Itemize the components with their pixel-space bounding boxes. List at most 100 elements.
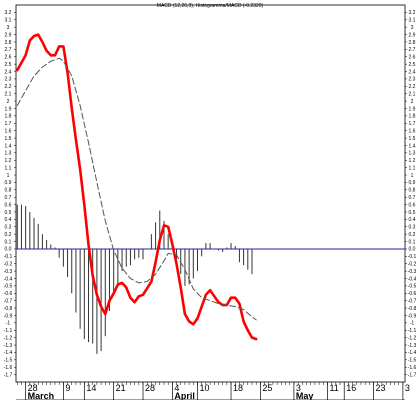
y-tick-label-left: 1.2 xyxy=(5,158,12,164)
y-tick-label-left: 0.1 xyxy=(5,239,12,245)
y-tick-label-right: -1.6 xyxy=(408,365,417,371)
y-tick-label-left: -0.4 xyxy=(4,276,13,282)
y-tick-label-left: -0.7 xyxy=(4,298,13,304)
y-tick-label-right: 1.2 xyxy=(409,158,416,164)
y-tick-label-right: 1.8 xyxy=(409,114,416,120)
y-tick-label-left: 0.9 xyxy=(5,180,12,186)
y-tick-label-right: 0.9 xyxy=(409,180,416,186)
y-tick-label-right: 1.7 xyxy=(409,121,416,127)
y-tick-label-right: 0.3 xyxy=(409,225,416,231)
y-tick-label-right: 1.5 xyxy=(409,136,416,142)
y-tick-label-left: 2.8 xyxy=(5,40,12,46)
y-tick-label-right: 2.6 xyxy=(409,55,416,61)
x-tick-label: 18 xyxy=(233,383,243,393)
y-tick-label-right: 1.1 xyxy=(409,165,416,171)
x-tick-label: 3 xyxy=(296,383,301,393)
y-tick-label-right: -1.4 xyxy=(408,350,417,356)
x-month-label: March xyxy=(28,391,55,400)
y-tick-label-right: 0.4 xyxy=(409,217,416,223)
y-tick-label-left: 0.5 xyxy=(5,210,12,216)
y-tick-label-left: 1.1 xyxy=(5,165,12,171)
x-tick-label: 9 xyxy=(65,383,70,393)
y-tick-label-right: 0.7 xyxy=(409,195,416,201)
y-tick-label-right: -0.9 xyxy=(408,313,417,319)
x-tick-label: 25 xyxy=(262,383,272,393)
y-tick-label-right: 1.6 xyxy=(409,128,416,134)
y-tick-label-left: 0.6 xyxy=(5,202,12,208)
x-tick-label: 23 xyxy=(376,383,386,393)
y-tick-label-left: 3 xyxy=(7,25,10,31)
y-tick-label-left: -1.1 xyxy=(4,328,13,334)
y-tick-label-left: 1.3 xyxy=(5,151,12,157)
plot-border xyxy=(15,4,406,383)
y-tick-label-left: 2.6 xyxy=(5,55,12,61)
y-tick-label-left: 1.6 xyxy=(5,128,12,134)
y-tick-label-right: -1.7 xyxy=(408,372,417,378)
signal-line xyxy=(16,57,257,321)
x-tick-label: 16 xyxy=(346,383,356,393)
macd-line xyxy=(15,33,258,341)
y-tick-label-left: 2.3 xyxy=(5,77,12,83)
x-tick-label: 10 xyxy=(200,383,210,393)
y-tick-label-right: 1.4 xyxy=(409,143,416,149)
y-tick-label-right: 0.6 xyxy=(409,202,416,208)
y-tick-label-left: 1.5 xyxy=(5,136,12,142)
y-tick-label-left: 2.1 xyxy=(5,92,12,98)
y-tick-label-right: -0.7 xyxy=(408,298,417,304)
y-tick-label-left: 1.8 xyxy=(5,114,12,120)
y-tick-label-right: 2.7 xyxy=(409,47,416,53)
y-tick-label-right: -1.2 xyxy=(408,335,417,341)
y-tick-label-left: 0.2 xyxy=(5,232,12,238)
x-tick-label: 11 xyxy=(329,383,338,393)
y-tick-label-left: 1.7 xyxy=(5,121,12,127)
y-tick-label-left: -0.5 xyxy=(4,284,13,290)
y-tick-label-right: 2.9 xyxy=(409,32,416,38)
chart-title: MACD (12,26,9), Histogramma/MACD (-0.232… xyxy=(157,3,264,9)
y-tick-label-left: 2.2 xyxy=(5,84,12,90)
series-lines xyxy=(15,33,258,341)
y-tick-label-left: -0.6 xyxy=(4,291,13,297)
y-tick-label-right: 2.5 xyxy=(409,62,416,68)
y-tick-label-left: 2.9 xyxy=(5,32,12,38)
y-tick-label-right: 0.8 xyxy=(409,188,416,194)
y-tick-label-left: -1.7 xyxy=(4,372,13,378)
x-tick-label: 14 xyxy=(86,383,96,393)
x-tick-label: 28 xyxy=(145,383,155,393)
y-tick-label-left: 0.7 xyxy=(5,195,12,201)
x-month-label: April xyxy=(174,391,195,400)
y-tick-label-right: 0.0 xyxy=(409,247,416,253)
x-tick-label: 21 xyxy=(116,383,126,393)
y-tick-label-left: -0.8 xyxy=(4,306,13,312)
y-tick-label-right: -0.8 xyxy=(408,306,417,312)
y-tick-label-left: 3.2 xyxy=(5,10,12,16)
y-tick-label-right: -0.2 xyxy=(408,262,417,268)
y-tick-label-right: -1.3 xyxy=(408,343,417,349)
y-tick-label-left: 2.4 xyxy=(5,69,12,75)
y-tick-label-right: 2.4 xyxy=(409,69,416,75)
y-tick-label-right: -0.3 xyxy=(408,269,417,275)
x-tick-label: 4 xyxy=(174,383,179,393)
y-tick-label-right: 2.1 xyxy=(409,92,416,98)
y-tick-label-left: -0.2 xyxy=(4,262,13,268)
y-axis-right: 3.2 3.132.9 2.82.7 2.62.52.4 2.32.2 2.121.9 1.… xyxy=(405,10,417,378)
y-tick-label-right: 1.3 xyxy=(409,151,416,157)
y-tick-label-right: -1.5 xyxy=(408,358,417,364)
y-tick-label-right: 2.2 xyxy=(409,84,416,90)
y-tick-label-right: 2.8 xyxy=(409,40,416,46)
y-tick-label-left: 1.9 xyxy=(5,106,12,112)
y-tick-label-left: -0.1 xyxy=(4,254,13,260)
y-tick-label-left: -0.9 xyxy=(4,313,13,319)
y-axis-left: 3.2 3.132.9 2.82.7 2.62.52.4 2.32.2 2.121.9 1.… xyxy=(4,10,16,378)
y-tick-label-left: 0.4 xyxy=(5,217,12,223)
y-tick-label-left: 3.1 xyxy=(5,18,12,24)
plot-frame xyxy=(15,4,406,383)
x-month-label: May xyxy=(296,391,314,400)
y-tick-label-right: -1 xyxy=(410,321,415,327)
y-tick-label-left: 0.8 xyxy=(5,188,12,194)
y-tick-label-left: -0.3 xyxy=(4,269,13,275)
y-tick-label-left: -1.6 xyxy=(4,365,13,371)
y-tick-label-right: -0.6 xyxy=(408,291,417,297)
x-axis: 28 9 14 21 28 4 10 18 25 3 11 16 23 3 March April May xyxy=(16,382,410,400)
